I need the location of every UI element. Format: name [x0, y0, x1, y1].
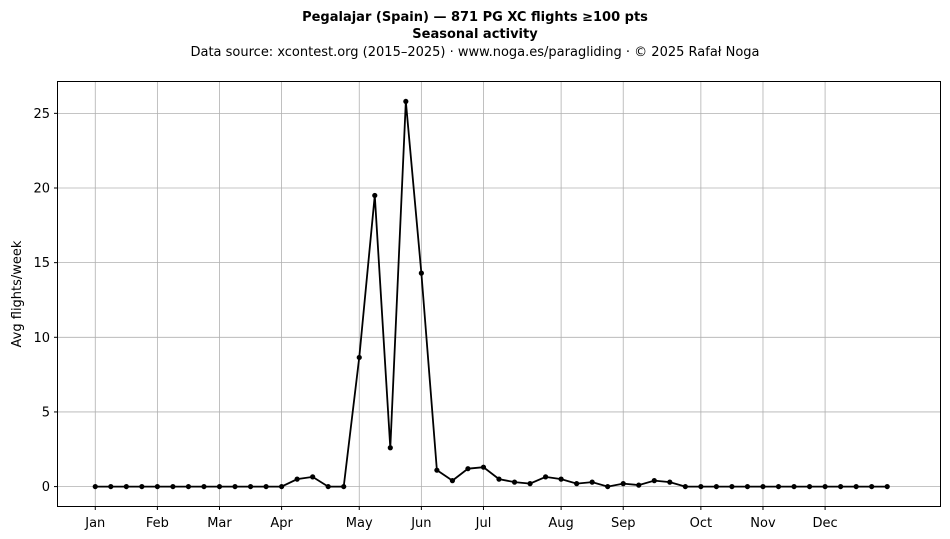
grid: [58, 82, 940, 506]
data-point: [605, 483, 611, 490]
data-point: [511, 479, 518, 485]
data-point: [403, 98, 409, 105]
data-point: [170, 483, 176, 490]
y-tick-label: 25: [33, 107, 50, 122]
data-point: [698, 483, 704, 490]
data-point: [729, 483, 735, 490]
data-point: [869, 483, 875, 490]
data-point: [465, 466, 471, 472]
data-point: [822, 483, 828, 490]
data-point: [247, 483, 254, 490]
data-point: [356, 354, 362, 361]
data-point: [853, 483, 859, 490]
x-tick-label: Dec: [813, 516, 838, 531]
data-point: [279, 483, 285, 490]
axis-ticks: [54, 112, 826, 510]
x-tick-label: Oct: [690, 516, 712, 531]
x-tick-label: Mar: [207, 516, 232, 531]
y-tick-label: 15: [33, 256, 50, 271]
plot-frame: [57, 81, 941, 507]
y-tick-label: 0: [42, 480, 50, 495]
data-point: [449, 478, 456, 484]
data-point: [108, 483, 114, 490]
data-point: [372, 192, 378, 199]
data-point: [558, 476, 564, 482]
data-point: [201, 483, 207, 490]
series-line: [95, 101, 888, 488]
chart-source: Data source: xcontest.org (2015–2025) · …: [190, 45, 759, 60]
data-point: [341, 483, 347, 490]
x-tick-label: Apr: [270, 516, 293, 531]
data-point: [325, 483, 331, 490]
data-point: [123, 483, 129, 490]
data-point: [139, 483, 145, 490]
data-point: [574, 481, 580, 487]
data-point: [294, 476, 300, 482]
data-point: [806, 483, 813, 490]
x-tick-label: May: [346, 516, 373, 531]
y-tick-label: 10: [33, 331, 50, 346]
data-point: [775, 483, 782, 490]
data-point: [216, 483, 223, 490]
data-point: [480, 464, 487, 470]
x-tick-label: Feb: [146, 516, 169, 531]
data-point: [310, 474, 316, 480]
data-point: [263, 483, 269, 490]
data-point: [387, 445, 393, 451]
y-axis-label: Avg flights/week: [10, 240, 25, 347]
data-points: [92, 98, 890, 490]
data-point: [744, 483, 751, 490]
axis-tick-labels: Jan Feb Mar Apr May Jun Jul Aug Sep Oct Nov Dec 0 5 10…: [33, 107, 837, 531]
chart-title: Pegalajar (Spain) — 871 PG XC flights ≥1…: [302, 10, 648, 25]
x-tick-label: Jun: [410, 516, 431, 531]
x-tick-label: Sep: [611, 516, 636, 531]
data-point: [154, 483, 160, 490]
data-point: [620, 481, 626, 487]
data-point: [589, 479, 595, 485]
data-point: [651, 478, 657, 484]
data-point: [760, 483, 766, 490]
data-point: [418, 270, 424, 276]
data-point: [92, 483, 98, 490]
data-point: [791, 483, 797, 490]
data-point: [434, 467, 440, 473]
data-point: [232, 483, 238, 490]
data-point: [636, 482, 642, 488]
data-point: [838, 483, 844, 490]
data-point: [713, 483, 719, 490]
data-point: [682, 483, 688, 490]
chart-subtitle: Seasonal activity: [412, 27, 538, 42]
data-point: [667, 479, 673, 485]
x-tick-label: Jan: [84, 516, 105, 531]
data-point: [185, 483, 192, 490]
data-point: [496, 476, 502, 482]
data-point: [884, 483, 890, 490]
data-point: [527, 481, 533, 487]
x-tick-label: Jul: [475, 516, 492, 531]
data-point: [542, 474, 549, 480]
y-tick-label: 5: [42, 405, 50, 420]
x-tick-label: Nov: [750, 516, 776, 531]
y-tick-label: 20: [33, 182, 50, 197]
x-tick-label: Aug: [548, 516, 573, 531]
